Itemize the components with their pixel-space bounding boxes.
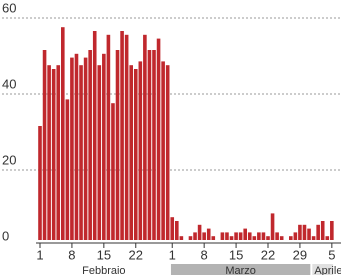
bar — [248, 232, 252, 240]
bar — [298, 225, 302, 240]
bar — [129, 65, 133, 240]
bar — [134, 69, 138, 240]
bar — [280, 236, 284, 240]
bar — [257, 232, 261, 240]
y-tick-label: 0 — [2, 228, 9, 243]
bar — [221, 232, 225, 240]
x-tick-label: 22 — [129, 247, 143, 262]
bar — [161, 61, 165, 240]
x-tick-label: 15 — [97, 247, 111, 262]
bar — [70, 58, 74, 240]
month-label: Aprile — [314, 265, 341, 275]
bar — [275, 232, 279, 240]
bar — [152, 50, 156, 240]
bar — [271, 213, 275, 240]
month-label: Marzo — [225, 265, 256, 275]
bar — [239, 232, 243, 240]
bar — [266, 236, 270, 240]
bar — [170, 217, 174, 240]
bar — [321, 221, 325, 240]
bar — [180, 236, 184, 240]
x-tick-label: 22 — [261, 247, 275, 262]
bar — [330, 221, 334, 240]
x-tick-label: 1 — [169, 247, 176, 262]
bar — [97, 65, 101, 240]
bar — [303, 225, 307, 240]
bar — [56, 65, 60, 240]
x-tick-label: 15 — [229, 247, 243, 262]
chart: Febbraio Marzo Aprile 0 20 40 60 1 8 15 22 1 8 15 22 29… — [0, 0, 341, 275]
bar — [116, 50, 120, 240]
bar — [325, 236, 329, 240]
bar — [75, 54, 79, 240]
bar — [120, 31, 124, 240]
bar — [230, 236, 234, 240]
x-tick-label: 29 — [293, 247, 307, 262]
bar — [143, 35, 147, 240]
bar — [243, 229, 247, 240]
month-label: Febbraio — [82, 265, 125, 275]
bar — [316, 225, 320, 240]
bar — [157, 39, 161, 240]
bar — [289, 236, 293, 240]
y-tick-label: 60 — [2, 0, 16, 15]
bar — [43, 50, 47, 240]
bar — [66, 99, 70, 240]
bar — [207, 229, 211, 240]
x-tick-label: 1 — [36, 247, 43, 262]
bar — [125, 35, 129, 240]
bar — [47, 65, 51, 240]
bar — [193, 232, 197, 240]
bar — [84, 58, 88, 240]
bar — [79, 65, 83, 240]
bar — [102, 54, 106, 240]
bar — [202, 232, 206, 240]
bar — [88, 50, 92, 240]
bar — [234, 232, 238, 240]
bar — [139, 61, 143, 240]
x-tick-label: 8 — [68, 247, 75, 262]
bar — [175, 221, 179, 240]
bar — [312, 236, 316, 240]
bar — [107, 35, 111, 240]
bar — [198, 225, 202, 240]
bar — [93, 31, 97, 240]
bar — [52, 69, 56, 240]
bar — [148, 50, 152, 240]
bar — [38, 126, 42, 240]
bar — [225, 232, 229, 240]
y-tick-label: 20 — [2, 152, 16, 167]
bar — [61, 27, 65, 240]
y-tick-label: 40 — [2, 76, 16, 91]
bar — [307, 229, 311, 240]
x-tick-label: 5 — [328, 247, 335, 262]
bar — [262, 232, 266, 240]
bar — [294, 232, 298, 240]
bar — [253, 236, 257, 240]
bar — [189, 236, 193, 240]
bar — [211, 236, 215, 240]
bar — [111, 103, 115, 240]
bar — [166, 65, 170, 240]
x-tick-label: 8 — [201, 247, 208, 262]
